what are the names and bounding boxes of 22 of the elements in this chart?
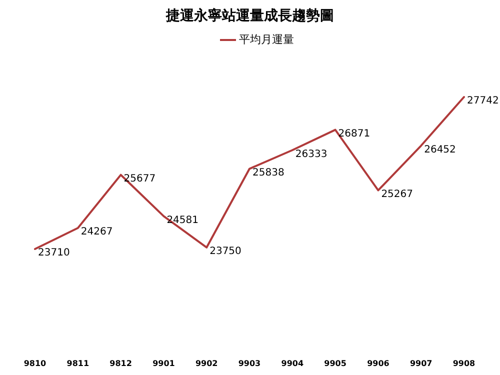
x-tick-label: 9907 xyxy=(410,359,432,368)
x-tick-label: 9903 xyxy=(238,359,261,368)
chart-title: 捷運永寧站運量成長趨勢圖 xyxy=(165,7,334,24)
data-label: 25838 xyxy=(252,168,284,179)
data-label: 24267 xyxy=(80,226,113,238)
x-tick-label: 9901 xyxy=(152,359,176,368)
x-tick-label: 9908 xyxy=(452,359,476,368)
data-label: 25267 xyxy=(381,189,414,200)
data-label: 26333 xyxy=(295,148,328,160)
x-tick-label: 9902 xyxy=(195,359,218,368)
legend-label: 平均月運量 xyxy=(239,33,294,46)
data-label: 23750 xyxy=(210,246,242,258)
data-label: 27742 xyxy=(467,96,499,107)
data-label: 26871 xyxy=(338,128,370,140)
x-tick-label: 9810 xyxy=(24,359,47,368)
x-tick-label: 9811 xyxy=(66,359,90,368)
data-label: 26452 xyxy=(424,144,456,156)
x-tick-label: 9904 xyxy=(281,359,304,368)
data-label: 23710 xyxy=(38,248,70,259)
x-tick-label: 9906 xyxy=(367,359,390,368)
x-tick-label: 9905 xyxy=(324,359,347,368)
x-tick-label: 9812 xyxy=(110,359,132,368)
